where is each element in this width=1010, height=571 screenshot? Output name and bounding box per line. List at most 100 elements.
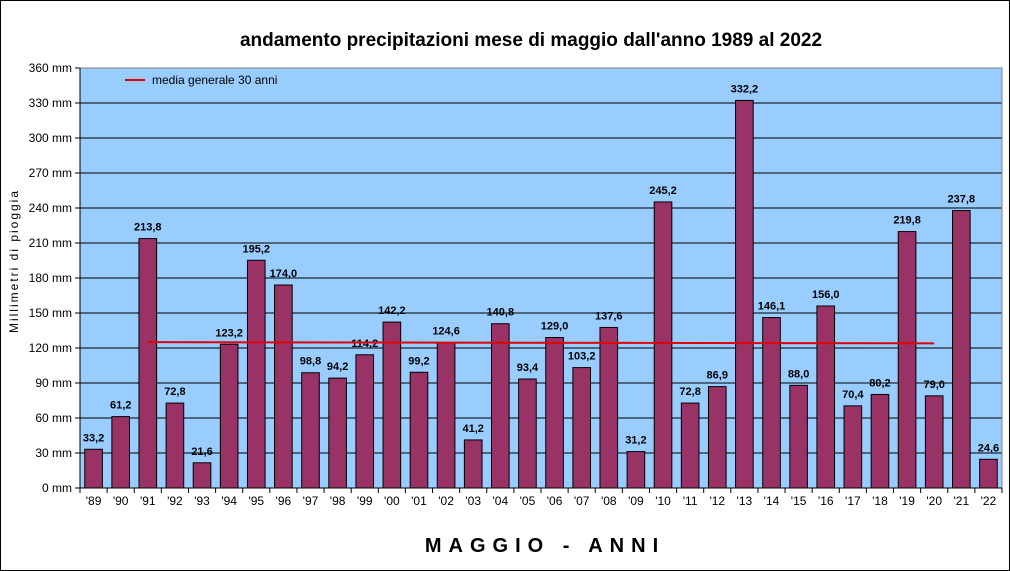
- y-tick-label: 210 mm: [29, 236, 72, 250]
- bar: [897, 231, 917, 489]
- data-label: 24,6: [978, 442, 999, 454]
- data-label: 146,1: [758, 301, 786, 313]
- data-label: 156,0: [812, 289, 840, 301]
- bar: [355, 354, 375, 489]
- y-tick-label: 240 mm: [29, 201, 72, 215]
- x-tick-label: '16: [818, 494, 834, 508]
- bar: [246, 259, 266, 489]
- y-tick-label: 330 mm: [29, 96, 72, 110]
- x-tick-label: '11: [683, 494, 698, 508]
- data-label: 70,4: [842, 389, 864, 401]
- bar: [84, 448, 103, 489]
- x-tick-label: '07: [574, 494, 590, 508]
- x-tick-label: '96: [276, 494, 292, 508]
- bar: [111, 416, 130, 489]
- chart-title: andamento precipitazioni mese di maggio …: [240, 30, 822, 51]
- x-tick-label: '94: [221, 494, 237, 508]
- data-label: 86,9: [707, 370, 728, 382]
- x-tick-label: '22: [981, 494, 997, 508]
- x-tick-label: '19: [899, 494, 915, 508]
- data-label: 213,8: [134, 222, 162, 234]
- x-tick-label: '05: [520, 494, 536, 508]
- bar: [382, 321, 402, 489]
- y-axis-label: Millimetri di pioggia: [7, 189, 21, 333]
- x-tick-label: '14: [764, 494, 780, 508]
- data-label: 142,2: [378, 305, 406, 317]
- bar: [789, 384, 808, 489]
- bar: [301, 372, 320, 489]
- bar: [626, 451, 646, 489]
- x-tick-label: '93: [194, 494, 210, 508]
- x-tick-label: '04: [493, 494, 509, 508]
- data-label: 137,6: [595, 310, 623, 322]
- data-label: 103,2: [568, 351, 596, 363]
- data-label: 99,2: [408, 355, 429, 367]
- x-tick-label: '13: [737, 494, 753, 508]
- bar: [219, 343, 239, 489]
- data-label: 129,0: [541, 321, 569, 333]
- y-tick-label: 360 mm: [29, 61, 72, 75]
- bar: [545, 337, 564, 489]
- x-tick-label: '98: [330, 494, 346, 508]
- data-label: 88,0: [788, 368, 809, 380]
- data-label: 245,2: [649, 185, 677, 197]
- x-tick-label: '92: [167, 494, 183, 508]
- y-tick-label: 180 mm: [29, 271, 72, 285]
- y-tick-label: 0 mm: [42, 481, 72, 495]
- bar: [816, 305, 836, 489]
- data-label: 123,2: [215, 327, 243, 339]
- x-tick-label: '89: [86, 494, 102, 508]
- data-label: 237,8: [948, 194, 976, 206]
- x-tick-label: '18: [872, 494, 888, 508]
- bar: [192, 462, 212, 489]
- bar: [680, 402, 700, 489]
- x-tick-label: '00: [384, 494, 400, 508]
- bar: [165, 402, 185, 489]
- data-label: 31,2: [625, 435, 646, 447]
- x-tick-label: '21: [954, 494, 970, 508]
- data-label: 195,2: [242, 243, 270, 255]
- x-tick-label: '09: [628, 494, 644, 508]
- data-label: 174,0: [270, 268, 298, 280]
- x-tick-label: '01: [411, 494, 427, 508]
- data-label: 61,2: [110, 400, 131, 412]
- plot-area: 0 mm 30 mm 60 mm 90 mm 120 mm 150 mm 180 mm 210…: [29, 61, 1003, 508]
- data-label: 94,2: [327, 361, 348, 373]
- x-tick-label: '02: [438, 494, 454, 508]
- bar: [735, 99, 754, 489]
- x-tick-label: '91: [140, 494, 156, 508]
- bar: [572, 367, 591, 489]
- data-label: 72,8: [679, 386, 700, 398]
- data-label: 72,8: [164, 386, 185, 398]
- x-tick-label: '12: [709, 494, 725, 508]
- x-tick-label: '06: [547, 494, 563, 508]
- data-label: 124,6: [432, 326, 460, 338]
- x-tick-label: '15: [791, 494, 807, 508]
- bar: [328, 377, 347, 489]
- data-label: 219,8: [893, 215, 921, 227]
- x-tick-label: '20: [926, 494, 942, 508]
- y-tick-label: 30 mm: [35, 446, 72, 460]
- data-label: 93,4: [517, 362, 539, 374]
- bar: [924, 395, 944, 489]
- data-label: 114,2: [351, 338, 378, 350]
- bar: [599, 326, 619, 489]
- x-tick-label: '99: [357, 494, 373, 508]
- average-line: [147, 341, 935, 345]
- y-tick-label: 120 mm: [29, 341, 72, 355]
- data-label: 98,8: [300, 356, 321, 368]
- x-tick-label: '17: [845, 494, 861, 508]
- bar: [870, 393, 890, 489]
- data-label: 21,6: [191, 446, 212, 458]
- x-tick-label: '95: [248, 494, 264, 508]
- data-label: 33,2: [83, 432, 104, 444]
- bar: [952, 210, 971, 489]
- bar: [138, 238, 158, 489]
- x-tick-label: '03: [465, 494, 481, 508]
- bar: [491, 323, 510, 489]
- data-label: 140,8: [487, 307, 515, 319]
- x-tick-label: '10: [655, 494, 671, 508]
- bar: [707, 386, 727, 489]
- data-label: 80,2: [869, 377, 890, 389]
